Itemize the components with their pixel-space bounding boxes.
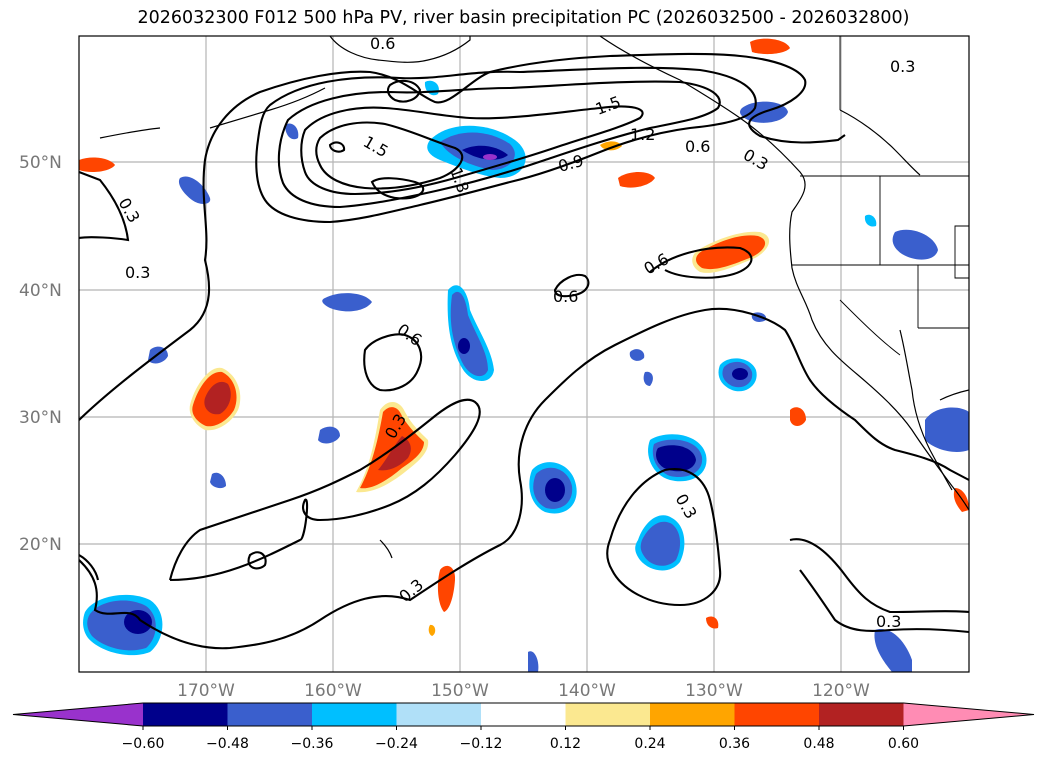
- borders: [792, 36, 969, 356]
- contour-label: 0.6: [553, 287, 578, 306]
- precip-blobs: [79, 38, 969, 672]
- map-title: 2026032300 F012 500 hPa PV, river basin …: [137, 8, 910, 28]
- colorbar-tick-label: 0.12: [550, 736, 581, 752]
- lat-label: 20°N: [19, 535, 62, 555]
- lon-label: 160°W: [304, 681, 362, 701]
- contour-label: 0.6: [685, 137, 710, 156]
- lat-label: 30°N: [19, 408, 62, 428]
- map-frame: [78, 35, 970, 673]
- colorbar-segment: [650, 703, 735, 726]
- contour-label: 0.3: [890, 57, 915, 76]
- colorbar-segment: [481, 703, 566, 726]
- lon-labels: 170°W 160°W 150°W 140°W 130°W 120°W: [177, 681, 870, 701]
- colorbar-tick-label: 0.36: [719, 736, 750, 752]
- lon-label: 130°W: [685, 681, 743, 701]
- colorbar-extend-low: [13, 703, 143, 726]
- colorbar-segment: [565, 703, 651, 726]
- map-area: 0.6 0.3 1.5 1.2 0.6 0.3 1.5 1.8 0.9 0.3 …: [79, 34, 969, 672]
- contour-label: 0.3: [125, 263, 150, 282]
- colorbar-segment: [396, 703, 482, 726]
- lon-label: 120°W: [812, 681, 870, 701]
- colorbar-segment: [734, 703, 820, 726]
- contour-label: 0.3: [876, 612, 901, 631]
- contour-label: 1.2: [630, 125, 655, 144]
- pv-contours: [79, 52, 969, 650]
- colorbar-tick-label: −0.48: [206, 736, 249, 752]
- lon-label: 170°W: [177, 681, 235, 701]
- colorbar-segment: [227, 703, 313, 726]
- colorbar-extend-high: [903, 703, 1034, 726]
- colorbar-tick-label: 0.24: [634, 736, 665, 752]
- coastlines: [99, 36, 969, 559]
- colorbar-tick-label: −0.24: [375, 736, 418, 752]
- colorbar-tick-label: −0.12: [460, 736, 503, 752]
- lat-label: 40°N: [19, 281, 62, 301]
- colorbar-tick-label: 0.60: [888, 736, 919, 752]
- blob-neg-nw: [178, 176, 211, 204]
- lat-label: 50°N: [19, 153, 62, 173]
- colorbar-tick-label: −0.60: [122, 736, 165, 752]
- colorbar-tick-label: 0.48: [803, 736, 834, 752]
- lon-label: 140°W: [558, 681, 616, 701]
- colorbar-segment: [143, 703, 228, 726]
- lat-labels: 50°N 40°N 30°N 20°N: [19, 153, 62, 555]
- contour-label: 0.6: [370, 34, 395, 53]
- colorbar: −0.60 −0.48 −0.36 −0.24 −0.12 0.12 0.24 0.36 0.4…: [12, 702, 1035, 752]
- colorbar-segment: [819, 703, 904, 726]
- lon-label: 150°W: [431, 681, 489, 701]
- colorbar-segment: [312, 703, 397, 726]
- colorbar-tick-label: −0.36: [291, 736, 334, 752]
